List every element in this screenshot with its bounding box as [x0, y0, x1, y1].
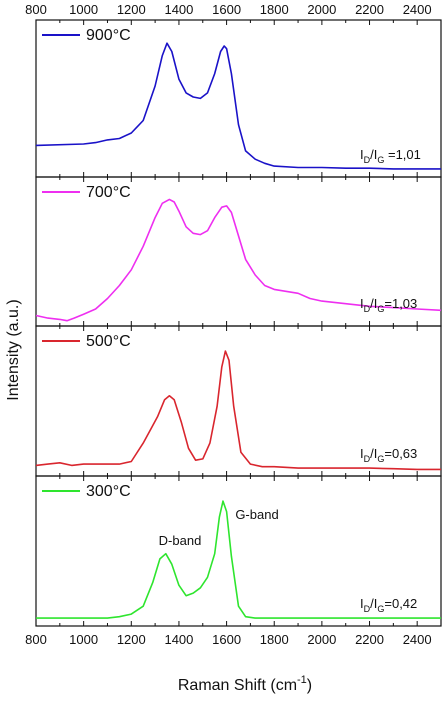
bottom-tick-label: 1800 [260, 632, 289, 647]
d-band-label: D-band [159, 533, 202, 548]
series-line [35, 350, 441, 471]
y-axis-title: Intensity (a.u.) [5, 299, 22, 400]
ratio-subscript: G [377, 304, 384, 314]
panel-frame [35, 475, 442, 627]
series-line [36, 500, 441, 619]
legend-label: 900°C [86, 27, 131, 44]
ratio-subscript: D [364, 304, 371, 314]
panel-2: 500°C ID/IG=0,63 [35, 325, 442, 477]
chart-panels: 900°CID/IG =1,01700°CID/IG=1,03500°CID/I… [35, 19, 442, 627]
ratio-subscript: D [364, 604, 371, 614]
ratio-subscript: G [377, 604, 384, 614]
top-tick-label: 1800 [260, 2, 289, 17]
top-tick-label: 1000 [69, 2, 98, 17]
legend-label: 500°C [86, 333, 131, 350]
ratio-subscript: D [364, 454, 371, 464]
intensity-ratio-label: ID/IG=1,03 [360, 296, 417, 314]
series-line [35, 42, 441, 170]
series-line [35, 198, 442, 322]
ratio-subscript: G [377, 454, 384, 464]
top-axis-tick-labels: 800 1000 1200 1400 1600 1800 2000 2200 2400 [25, 2, 431, 17]
bottom-tick-label: 1000 [69, 632, 98, 647]
legend-label: 300°C [86, 483, 131, 500]
panel-3: 300°C ID/IG=0,42 D-band G-band [35, 475, 442, 627]
x-axis-title-superscript: -1 [297, 674, 307, 686]
g-band-label: G-band [235, 507, 278, 522]
bottom-tick-label: 1600 [212, 632, 241, 647]
ratio-text: I [360, 446, 364, 461]
bottom-axis-tick-labels: 800 1000 1200 1400 1600 1800 2000 2200 2400 [25, 632, 431, 647]
ratio-text: /I [370, 296, 377, 311]
legend-label: 700°C [86, 184, 131, 201]
intensity-ratio-label: ID/IG=0,63 [360, 446, 417, 464]
panel-0: 900°C ID/IG =1,01 [35, 19, 442, 178]
ratio-text: I [360, 296, 364, 311]
bottom-tick-label: 800 [25, 632, 47, 647]
top-tick-label: 1200 [117, 2, 146, 17]
ratio-text: =0,42 [384, 596, 417, 611]
bottom-tick-label: 1400 [164, 632, 193, 647]
ratio-text: /I [370, 596, 377, 611]
x-axis-title: Raman Shift (cm-1) [178, 674, 312, 694]
ratio-text: =0,63 [384, 446, 417, 461]
bottom-tick-label: 2000 [307, 632, 336, 647]
intensity-ratio-label: ID/IG=0,42 [360, 596, 417, 614]
top-tick-label: 2400 [403, 2, 432, 17]
ratio-text: I [360, 147, 364, 162]
bottom-tick-label: 2200 [355, 632, 384, 647]
ratio-text: /I [370, 446, 377, 461]
top-tick-label: 1400 [164, 2, 193, 17]
x-axis-title-main: Raman Shift (cm [178, 677, 297, 694]
ratio-text: /I [370, 147, 377, 162]
top-tick-label: 2000 [307, 2, 336, 17]
ratio-text: =1,03 [384, 296, 417, 311]
ratio-subscript: G [377, 155, 384, 165]
top-tick-label: 800 [25, 2, 47, 17]
ratio-text: =1,01 [384, 147, 421, 162]
top-tick-label: 2200 [355, 2, 384, 17]
panel-1: 700°C ID/IG=1,03 [35, 176, 442, 327]
bottom-tick-label: 2400 [403, 632, 432, 647]
top-tick-label: 1600 [212, 2, 241, 17]
x-axis-title-suffix: ) [307, 677, 312, 694]
ratio-subscript: D [364, 155, 371, 165]
bottom-tick-label: 1200 [117, 632, 146, 647]
intensity-ratio-label: ID/IG =1,01 [360, 147, 421, 165]
ratio-text: I [360, 596, 364, 611]
